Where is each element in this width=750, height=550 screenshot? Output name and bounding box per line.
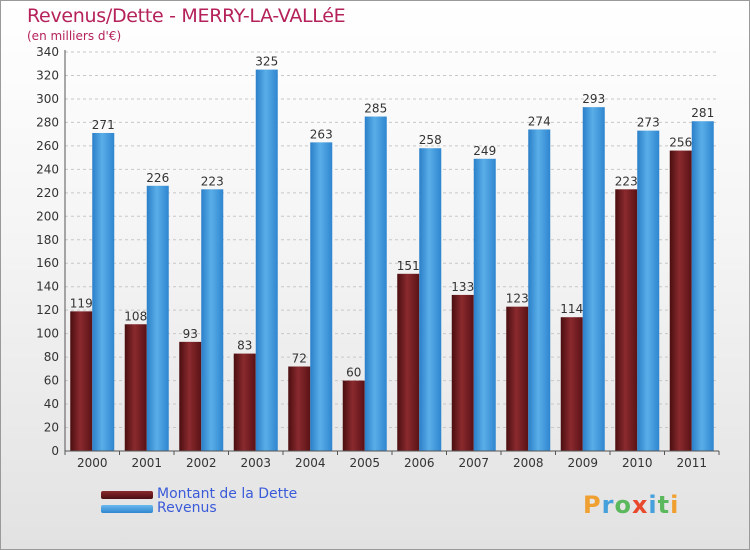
proxiti-logo: Proxiti: [583, 491, 679, 519]
bar-revenue: [528, 129, 551, 451]
data-label: 285: [364, 102, 387, 116]
bar-debt: [233, 353, 256, 451]
y-tick-label: 140: [36, 280, 59, 294]
logo-letter: P: [583, 491, 602, 519]
bar-debt: [179, 341, 202, 451]
data-label: 223: [615, 174, 638, 188]
bar-revenue: [146, 185, 169, 451]
data-label: 325: [255, 55, 278, 69]
y-tick-label: 340: [36, 45, 59, 59]
x-tick-label: 2000: [77, 456, 108, 470]
data-label: 273: [637, 116, 660, 130]
bar-revenue: [473, 158, 496, 451]
bar-debt: [342, 380, 365, 451]
legend-label-debt: Montant de la Dette: [157, 486, 298, 502]
x-tick-label: 2001: [131, 456, 162, 470]
bar-debt: [124, 324, 147, 451]
chart-subtitle: (en milliers d'€): [27, 29, 122, 43]
y-tick-label: 160: [36, 256, 59, 270]
logo-letter: o: [614, 491, 632, 519]
x-tick-label: 2010: [622, 456, 653, 470]
bar-debt: [397, 273, 420, 451]
bar-debt: [288, 366, 311, 451]
bar-revenue: [419, 148, 442, 451]
x-tick-label: 2003: [240, 456, 271, 470]
data-label: 223: [201, 174, 224, 188]
y-tick-label: 20: [44, 421, 59, 435]
data-label: 293: [582, 92, 605, 106]
data-label: 258: [419, 133, 442, 147]
legend-label-revenue: Revenus: [157, 500, 217, 516]
bar-debt: [70, 311, 93, 451]
data-label: 271: [92, 118, 115, 132]
bar-debt: [669, 150, 692, 451]
data-label: 226: [146, 171, 169, 185]
y-tick-label: 180: [36, 233, 59, 247]
y-tick-label: 80: [44, 350, 59, 364]
x-tick-label: 2007: [458, 456, 489, 470]
x-tick-label: 2011: [676, 456, 707, 470]
bar-revenue: [364, 116, 387, 451]
x-tick-label: 2006: [404, 456, 435, 470]
bar-revenue: [201, 189, 224, 451]
y-tick-label: 260: [36, 139, 59, 153]
data-label: 72: [292, 352, 307, 366]
y-tick-label: 280: [36, 115, 59, 129]
bar-revenue: [310, 142, 333, 452]
bar-debt: [615, 189, 638, 451]
y-tick-label: 120: [36, 303, 59, 317]
bar-debt: [451, 294, 474, 451]
y-tick-label: 220: [36, 186, 59, 200]
chart-title: Revenus/Dette - MERRY-LA-VALLéE: [27, 5, 346, 27]
bar-debt: [506, 306, 529, 451]
x-tick-label: 2008: [513, 456, 544, 470]
data-label: 281: [691, 106, 714, 120]
y-tick-label: 240: [36, 162, 59, 176]
data-label: 263: [310, 127, 333, 141]
bar-revenue: [582, 107, 605, 451]
data-label: 114: [560, 302, 583, 316]
y-tick-label: 40: [44, 397, 59, 411]
x-tick-label: 2009: [567, 456, 598, 470]
y-tick-label: 60: [44, 374, 59, 388]
data-label: 256: [669, 136, 692, 150]
data-label: 60: [346, 366, 361, 380]
y-tick-label: 300: [36, 92, 59, 106]
data-label: 119: [70, 296, 93, 310]
x-tick-label: 2004: [295, 456, 326, 470]
data-label: 133: [451, 280, 474, 294]
data-label: 249: [473, 144, 496, 158]
bar-revenue: [637, 130, 660, 451]
logo-letter: i: [670, 491, 680, 519]
logo-letter: i: [648, 491, 658, 519]
data-label: 108: [124, 309, 147, 323]
y-tick-label: 100: [36, 327, 59, 341]
data-label: 93: [183, 327, 198, 341]
bar-debt: [560, 317, 583, 451]
data-label: 151: [397, 259, 420, 273]
data-label: 83: [237, 339, 252, 353]
x-tick-label: 2002: [186, 456, 217, 470]
logo-letter: t: [657, 491, 671, 519]
logo-letter: x: [631, 491, 649, 519]
bar-revenue: [255, 69, 278, 452]
y-tick-label: 200: [36, 209, 59, 223]
logo-letter: r: [601, 491, 615, 519]
data-label: 123: [506, 292, 529, 306]
data-label: 274: [528, 114, 551, 128]
legend-swatch-debt: [101, 491, 153, 499]
bar-revenue: [92, 132, 115, 452]
bar-revenue: [691, 121, 714, 452]
y-tick-label: 0: [51, 444, 59, 458]
x-tick-label: 2005: [349, 456, 380, 470]
legend-swatch-revenue: [101, 505, 153, 513]
y-tick-label: 320: [36, 68, 59, 82]
